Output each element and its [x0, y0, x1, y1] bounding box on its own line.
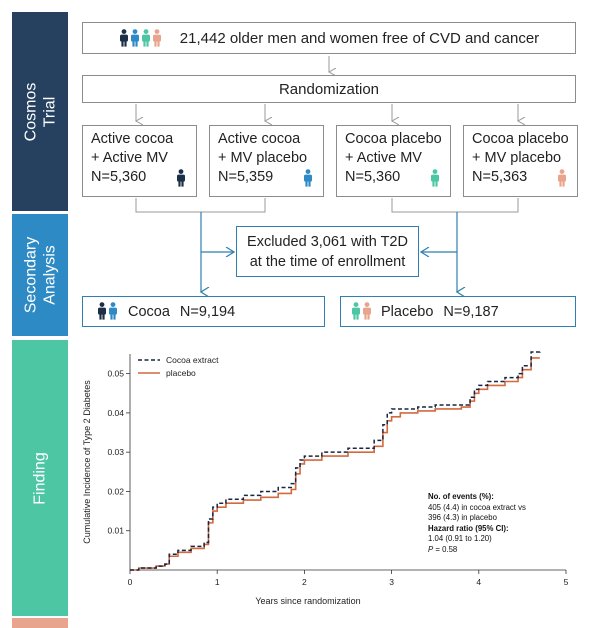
placebo-icons	[351, 302, 372, 320]
person-icon	[557, 168, 567, 187]
x-tick-label: 0	[128, 577, 133, 587]
person-icon	[176, 168, 186, 187]
incidence-chart: 0.05 0.04 0.03 0.02 0.01 5 4 3 2 1 0 Cumulative In…	[76, 342, 576, 612]
cocoa-icons	[97, 302, 118, 320]
arm-n: N=5,363	[472, 169, 528, 185]
person-icon-navy	[119, 29, 129, 47]
section-secondary-band: Secondary Analysis	[12, 214, 68, 336]
person-icon-teal	[351, 302, 361, 320]
y-tick-label: 0.02	[107, 486, 124, 496]
y-axis-label: Cumulative Incidence of Type 2 Diabetes	[82, 380, 92, 544]
legend-label-placebo: placebo	[166, 368, 196, 378]
arm-line1: Cocoa placebo	[345, 131, 442, 147]
y-tick-label: 0.05	[107, 369, 124, 379]
population-text: 21,442 older men and women free of CVD a…	[179, 29, 540, 47]
x-tick-label: 2	[302, 577, 307, 587]
section-finding-label: Finding	[31, 451, 49, 505]
events-line1: 405 (4.4) in cocoa extract vs	[428, 503, 526, 512]
series-line-placebo	[130, 357, 540, 571]
randomization-text: Randomization	[278, 80, 380, 98]
incidence-chart-svg: 0.05 0.04 0.03 0.02 0.01 5 4 3 2 1 0 Cumulative In…	[82, 350, 569, 606]
series-line-cocoa-extract	[130, 350, 541, 571]
person-icon-blue	[108, 302, 118, 320]
cocoa-merge-bracket	[135, 198, 266, 213]
cocoa-n: N=9,194	[179, 303, 236, 320]
arm-line1: Active cocoa	[91, 131, 174, 147]
arm-line2: + MV placebo	[472, 150, 562, 166]
person-icon-navy	[97, 302, 107, 320]
events-line2: 396 (4.3) in placebo	[428, 513, 498, 522]
person-icon-salmon	[362, 302, 372, 320]
placebo-merge-bracket	[391, 198, 519, 213]
chart-legend: Cocoa extract placebo	[138, 355, 219, 378]
x-tick-label: 3	[389, 577, 394, 587]
person-icon-blue	[130, 29, 140, 47]
section-trial-band: Cosmos Trial	[12, 12, 68, 211]
person-icon-salmon	[152, 29, 162, 47]
excluded-line1: Excluded 3,061 with T2D	[247, 233, 408, 250]
arm-line2: + Active MV	[345, 150, 422, 166]
arm-box-4: Cocoa placebo + MV placebo N=5,363	[463, 125, 578, 197]
person-icon-teal	[141, 29, 151, 47]
arm-box-1: Active cocoa + Active MV N=5,360	[82, 125, 197, 197]
flow-connectors	[0, 56, 600, 340]
p-value-text: = 0.58	[433, 545, 457, 554]
section-finding-band: Finding	[12, 340, 68, 616]
arm-n: N=5,359	[218, 169, 274, 185]
x-tick-label: 4	[476, 577, 481, 587]
arm-n: N=5,360	[91, 169, 147, 185]
events-title: No. of events (%):	[428, 492, 494, 501]
excluded-line2: at the time of enrollment	[249, 253, 406, 270]
placebo-label: Placebo	[381, 303, 434, 320]
p-value: P = 0.58	[428, 545, 457, 554]
placebo-n: N=9,187	[443, 303, 499, 320]
hr-value: 1.04 (0.91 to 1.20)	[428, 534, 492, 543]
x-tick-label: 5	[564, 577, 569, 587]
arm-line1: Cocoa placebo	[472, 131, 569, 147]
arm-line2: + Active MV	[91, 150, 168, 166]
x-axis-label: Years since randomization	[255, 596, 360, 606]
section-bottom-band	[12, 618, 68, 628]
cocoa-label: Cocoa	[128, 303, 170, 320]
y-tick-label: 0.03	[107, 447, 124, 457]
population-box: 21,442 older men and women free of CVD a…	[82, 22, 576, 54]
x-tick-label: 1	[215, 577, 220, 587]
population-icons	[119, 29, 162, 47]
arm-n: N=5,360	[345, 169, 401, 185]
legend-label-cocoa: Cocoa extract	[166, 355, 219, 365]
excluded-box: Excluded 3,061 with T2D at the time of e…	[236, 226, 419, 277]
p-label: P	[428, 545, 434, 554]
person-icon	[303, 168, 313, 187]
y-tick-label: 0.01	[107, 526, 124, 536]
arm-line2: + MV placebo	[218, 150, 308, 166]
cocoa-group-box: Cocoa N=9,194	[82, 296, 325, 327]
arm-line1: Active cocoa	[218, 131, 301, 147]
hr-title: Hazard ratio (95% CI):	[428, 524, 509, 533]
person-icon	[430, 168, 440, 187]
chart-annotation: No. of events (%): 405 (4.4) in cocoa ex…	[428, 492, 526, 554]
placebo-group-box: Placebo N=9,187	[340, 296, 576, 327]
arm-box-3: Cocoa placebo + Active MV N=5,360	[336, 125, 451, 197]
randomization-box: Randomization	[82, 75, 576, 103]
y-tick-label: 0.04	[107, 408, 124, 418]
arm-box-2: Active cocoa + MV placebo N=5,359	[209, 125, 324, 197]
